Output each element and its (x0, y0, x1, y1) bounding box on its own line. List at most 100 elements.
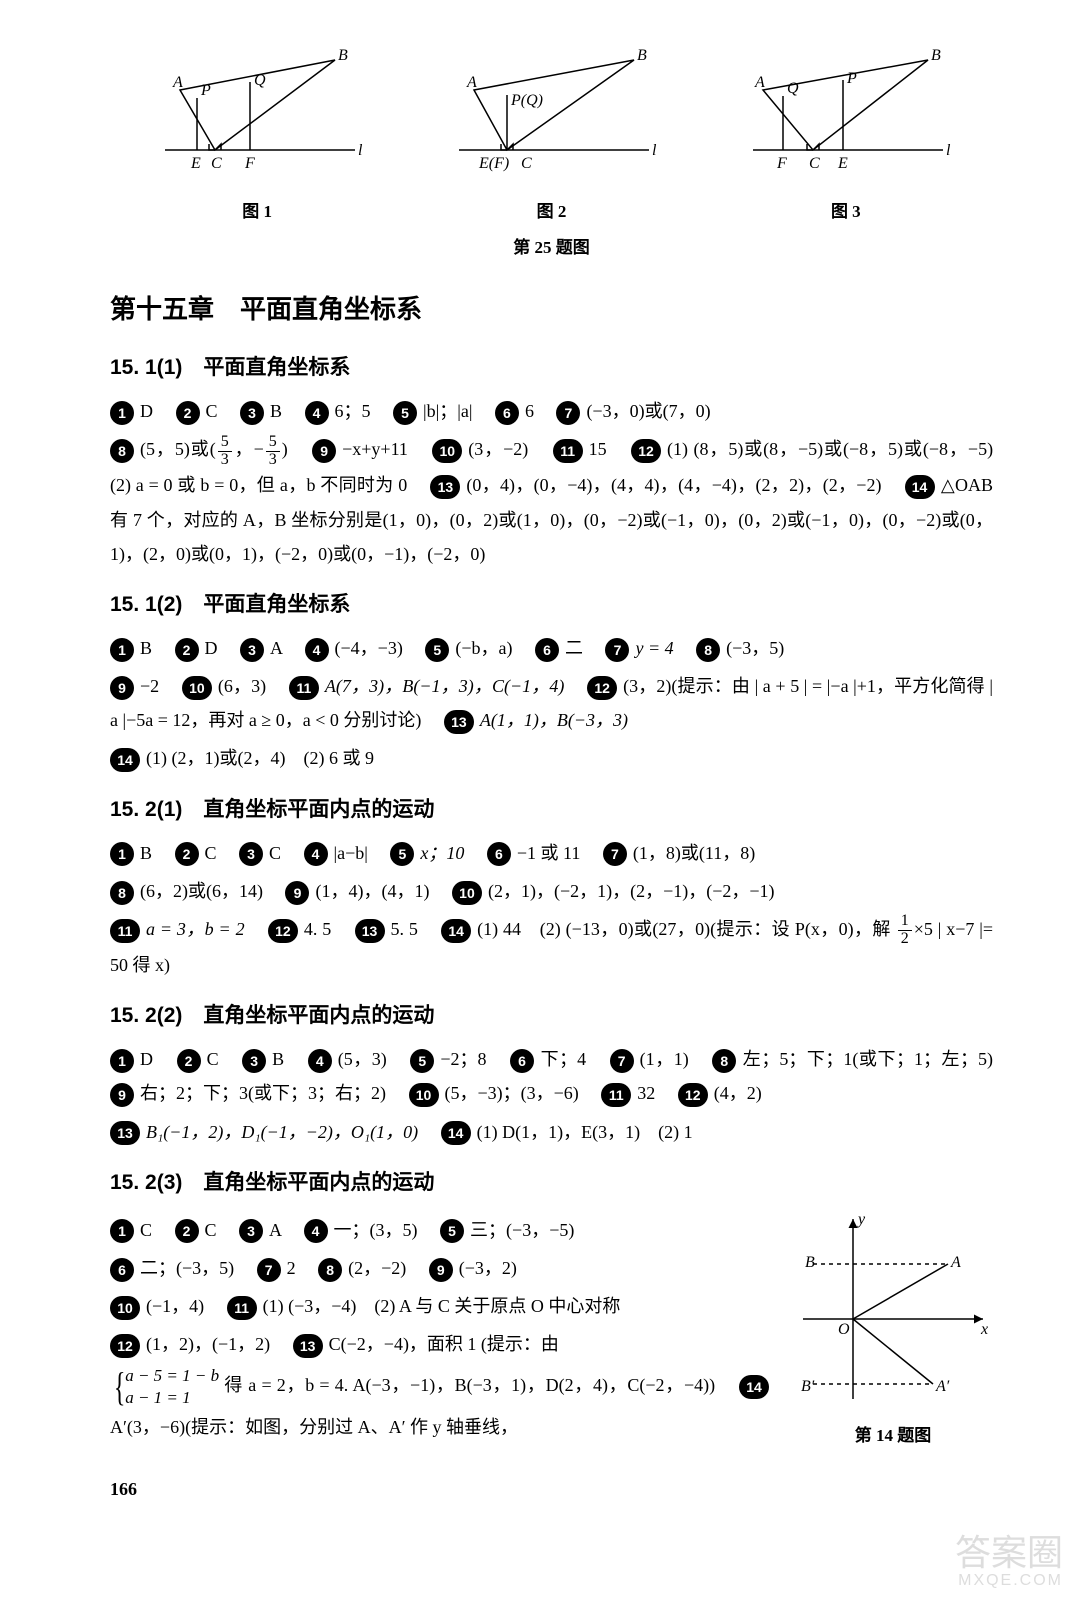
label-Q: Q (254, 72, 266, 89)
label-A: A (172, 74, 183, 91)
pill-7: 7 (556, 401, 580, 425)
pill-9: 9 (429, 1258, 453, 1282)
pill-14: 14 (110, 748, 140, 772)
label-P: P (200, 82, 211, 99)
label-A: A (950, 1254, 961, 1271)
pill-5: 5 (390, 842, 414, 866)
pill-7: 7 (605, 638, 629, 662)
ans: C (207, 1049, 219, 1069)
ans: (1，8)或(11，8) (633, 843, 755, 863)
page-number: 166 (110, 1472, 993, 1506)
ans: −2；8 (440, 1049, 486, 1069)
ans: A(7，3)，B(−1，3)，C(−1，4) (325, 676, 564, 696)
pill-9: 9 (110, 676, 134, 700)
ans: (−1，4) (146, 1296, 204, 1316)
label-A: A (466, 74, 477, 91)
pill-11: 11 (553, 439, 583, 463)
pill-7: 7 (257, 1258, 281, 1282)
ans: (5，5)或 (140, 439, 210, 459)
pill-11: 11 (110, 919, 140, 943)
figure-2: A B P(Q) E(F) C l 图 2 (439, 40, 664, 228)
pill-1: 1 (110, 1219, 134, 1243)
pill-7: 7 (610, 1049, 634, 1073)
pill-13: 13 (110, 1121, 140, 1145)
pill-14: 14 (739, 1375, 769, 1399)
watermark-line2: MXQE.COM (955, 1572, 1063, 1590)
sys-eq1: a − 5 = 1 − b (125, 1366, 219, 1385)
pill-13: 13 (444, 710, 474, 734)
ans: 二 (565, 638, 583, 658)
sys-eq2: a − 1 = 1 (125, 1388, 190, 1407)
pill-4: 4 (305, 638, 329, 662)
pill-12: 12 (110, 1334, 140, 1358)
label-O: O (838, 1321, 850, 1338)
pill-2: 2 (175, 638, 199, 662)
ans: (6，3) (218, 676, 266, 696)
ans: |a−b| (334, 843, 368, 863)
pill-12: 12 (678, 1083, 708, 1107)
label-E: E (837, 155, 848, 172)
pill-8: 8 (110, 881, 134, 905)
pill-5: 5 (410, 1049, 434, 1073)
figure-25-caption: 第 25 题图 (110, 232, 993, 264)
ans: −2 (140, 676, 159, 696)
pill-5: 5 (425, 638, 449, 662)
pill-4: 4 (308, 1049, 332, 1073)
ans: (−3，5) (726, 638, 784, 658)
answers-15-2-1: 1B 2C 3C 4|a−b| 5x；10 6−1 或 11 7(1，8)或(1… (110, 836, 993, 983)
pill-5: 5 (440, 1219, 464, 1243)
label-C: C (211, 155, 222, 172)
label-B: B (338, 47, 348, 64)
ans: (−3，0)或(7，0) (586, 401, 710, 421)
pill-13: 13 (430, 475, 460, 499)
ans: B (140, 843, 152, 863)
figure-1-caption: 图 1 (145, 196, 370, 228)
pill-8: 8 (696, 638, 720, 662)
ans: B (140, 638, 152, 658)
watermark: 答案圈 MXQE.COM (955, 1533, 1063, 1590)
section-15-1-1: 15. 1(1) 平面直角坐标系 (110, 348, 993, 388)
pill-6: 6 (510, 1049, 534, 1073)
frac-half: 12 (898, 913, 912, 948)
ans: (6，2)或(6，14) (140, 881, 263, 901)
ans: (0，4)，(0，−4)，(4，4)，(4，−4)，(2，2)，(2，−2) (466, 475, 881, 495)
pill-1: 1 (110, 842, 134, 866)
label-x: x (980, 1321, 988, 1338)
ans: 15 (589, 439, 607, 459)
ans: C (205, 1220, 217, 1240)
label-P: P (846, 70, 857, 87)
pill-13: 13 (293, 1334, 323, 1358)
ans: 下；4 (540, 1049, 586, 1069)
ans: (1) (2，1)或(2，4) (2) 6 或 9 (146, 748, 374, 768)
label-F: F (776, 155, 787, 172)
ans: a = 3，b = 2 (146, 919, 245, 939)
pill-2: 2 (176, 401, 200, 425)
label-y: y (856, 1211, 866, 1228)
ans: 6；5 (335, 401, 371, 421)
ans: (2，1)，(−2，1)，(2，−1)，(−2，−1) (488, 881, 775, 901)
label-l: l (946, 142, 951, 159)
pill-6: 6 (487, 842, 511, 866)
figure-1-svg: A B P Q E C F l (145, 40, 370, 185)
ans: |b|；|a| (423, 401, 472, 421)
label-l: l (358, 142, 363, 159)
pill-2: 2 (175, 842, 199, 866)
pill-12: 12 (587, 676, 617, 700)
section-15-2-3: 15. 2(3) 直角坐标平面内点的运动 (110, 1163, 993, 1203)
figure-2-svg: A B P(Q) E(F) C l (439, 40, 664, 185)
pill-10: 10 (452, 881, 482, 905)
ans: D (140, 401, 153, 421)
frac-8: (53，−53) (210, 439, 288, 459)
pill-10: 10 (110, 1296, 140, 1320)
ans: (5，3) (338, 1049, 387, 1069)
figure-3-svg: A B Q P F C E l (733, 40, 958, 185)
pill-1: 1 (110, 401, 134, 425)
ans: 4. 5 (304, 919, 331, 939)
pill-12: 12 (268, 919, 298, 943)
label-PQ: P(Q) (510, 92, 543, 109)
label-Bp: B′ (801, 1378, 815, 1395)
ans: B (272, 1049, 284, 1069)
ans: D (205, 638, 218, 658)
ans: 32 (637, 1083, 655, 1103)
pill-8: 8 (110, 439, 134, 463)
